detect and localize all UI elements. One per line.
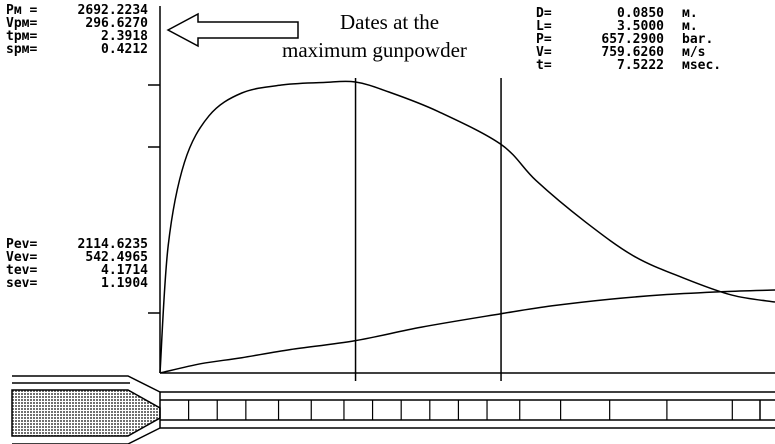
- velocity-curve: [159, 289, 775, 374]
- barrel-schematic: [11, 375, 775, 444]
- readout-label: Pм =: [6, 3, 38, 18]
- chamber-outer-bottom: [12, 427, 161, 444]
- readout-value: 4.1714: [101, 263, 148, 278]
- y-axis-ticks: [148, 84, 160, 314]
- param-value: 759.6260: [601, 45, 664, 60]
- param-value: 0.0850: [617, 6, 664, 21]
- barrel-segments: [188, 400, 733, 420]
- readout-label: Vpм=: [6, 16, 38, 31]
- readout-label: Pev=: [6, 237, 38, 252]
- readout-value: 296.6270: [85, 16, 148, 31]
- param-unit: мsec.: [682, 58, 722, 73]
- param-unit: м.: [682, 6, 698, 21]
- readout-value: 0.4212: [101, 42, 148, 57]
- readout-value: 2692.2234: [77, 3, 148, 18]
- param-unit: bar.: [682, 32, 714, 47]
- readout-value: 2.3918: [101, 29, 148, 44]
- readout-value: 1.1904: [101, 276, 148, 291]
- chart-axes: [159, 6, 775, 374]
- readout-label: spм=: [6, 42, 38, 57]
- annotation-line-1: Dates at the: [340, 10, 440, 34]
- param-value: 657.2900: [601, 32, 664, 47]
- chart-series: [159, 80, 775, 374]
- readout-label: tev=: [6, 263, 38, 278]
- param-value: 7.5222: [617, 58, 664, 73]
- param-label: L=: [536, 19, 552, 34]
- param-unit: м.: [682, 19, 698, 34]
- param-label: V=: [536, 45, 552, 60]
- param-unit: м/s: [682, 45, 706, 60]
- time-markers: [354, 78, 502, 381]
- readout-value: 542.4965: [85, 250, 148, 265]
- readout-label: sev=: [6, 276, 38, 291]
- pressure-curve: [159, 80, 775, 374]
- annotation-arrow: [166, 12, 299, 48]
- readout-value: 2114.6235: [77, 237, 148, 252]
- chamber-outer-top: [12, 375, 161, 393]
- param-value: 3.5000: [617, 19, 664, 34]
- chamber-charge: [11, 389, 161, 437]
- readout-label: Vev=: [6, 250, 38, 265]
- readout-label: tpм=: [6, 29, 38, 44]
- param-label: t=: [536, 58, 552, 73]
- annotation-line-2: maximum gunpowder: [282, 38, 467, 62]
- param-label: D=: [536, 6, 552, 21]
- param-label: P=: [536, 32, 552, 47]
